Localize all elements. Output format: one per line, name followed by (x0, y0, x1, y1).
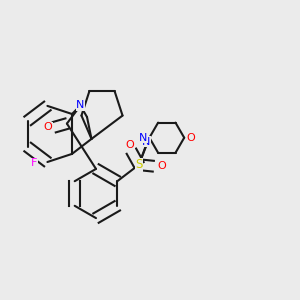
Text: O: O (43, 122, 52, 132)
Text: O: O (157, 161, 166, 171)
Text: N: N (76, 100, 85, 110)
Text: O: O (186, 133, 195, 143)
Text: O: O (125, 140, 134, 150)
Text: F: F (31, 158, 37, 169)
Text: S: S (135, 158, 142, 171)
Text: N: N (142, 137, 151, 147)
Text: N: N (139, 133, 147, 143)
